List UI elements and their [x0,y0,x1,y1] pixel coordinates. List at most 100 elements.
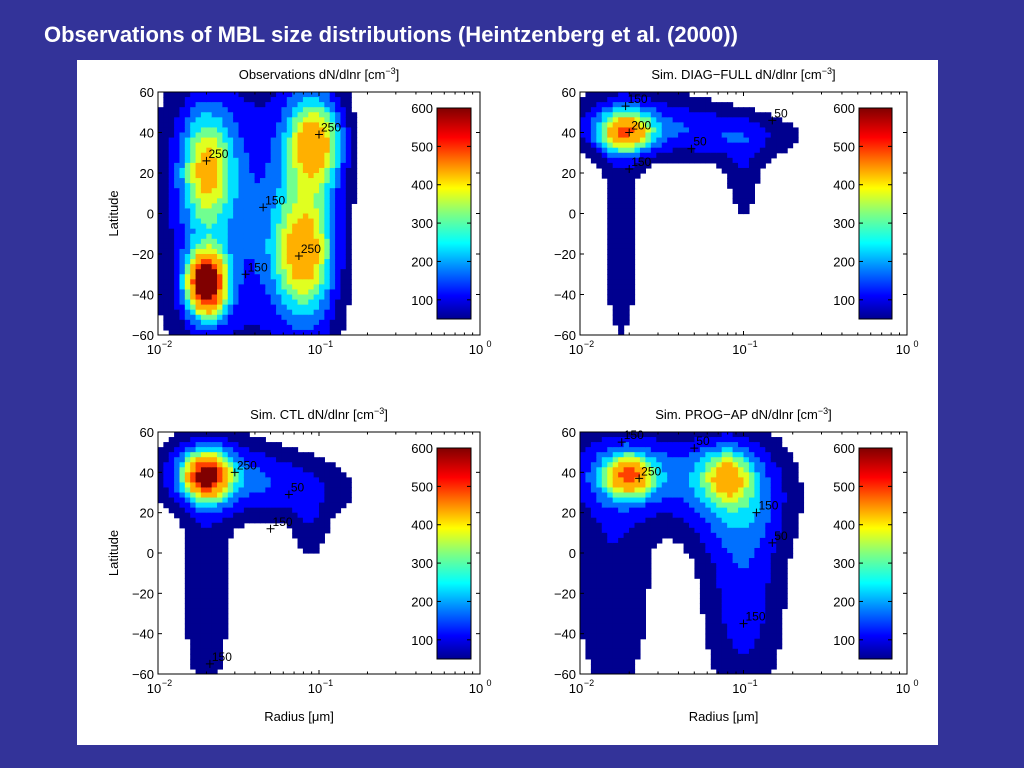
contour-cell [174,238,181,245]
contour-cell [179,299,186,306]
contour-cell [759,497,766,504]
contour-cell [667,442,674,448]
contour-cell [211,188,218,194]
contour-cell [623,623,630,630]
contour-cell [678,137,685,144]
contour-cell [265,259,272,265]
contour-cell [243,157,250,164]
contour-cell [292,522,299,529]
contour-cell [243,319,250,326]
contour-cell [324,233,331,240]
contour-cell [699,547,706,554]
contour-cell [276,482,283,489]
contour-cell [211,643,218,650]
contour-cell [302,117,309,123]
contour-cell [738,563,745,569]
contour-cell [254,437,261,443]
contour-cell [281,467,288,473]
contour-cell [265,157,272,164]
contour-cell [596,127,603,134]
contour-cell [721,558,728,564]
contour-cell [174,178,181,184]
contour-cell [345,183,352,189]
contour-cell [200,314,207,321]
contour-cell [787,142,794,149]
contour-cell [276,259,283,265]
contour-cell [759,522,766,529]
contour-cell [324,142,331,149]
contour-cell [217,492,223,499]
contour-cell [179,173,186,179]
contour-cell [623,547,630,554]
contour-cell [738,117,745,123]
contour-cell [158,178,164,184]
contour-cell [732,157,739,164]
contour-cell [732,512,739,519]
contour-cell [612,319,619,326]
contour-cell [211,294,218,301]
contour-cell [612,653,619,660]
contour-cell [195,319,202,326]
contour-cell [667,512,674,519]
contour-cell [612,537,619,544]
contour-cell [254,152,261,159]
contour-cell [754,457,761,463]
contour-cell [308,537,315,544]
contour-cell [297,502,304,509]
contour-cell [345,203,352,210]
contour-cell [770,618,777,625]
contour-cell [699,578,706,584]
contour-cell [222,188,229,194]
contour-cell [286,183,293,189]
contour-cell [243,467,250,473]
contour-cell [623,264,630,270]
contour-cell [748,457,755,463]
contour-cell [184,213,191,220]
contour-cell [200,583,207,589]
contour-cell [238,97,245,103]
contour-cell [645,558,652,564]
contour-cell [596,583,603,589]
contour-cell [200,623,207,630]
contour-cell [174,452,181,458]
contour-cell [206,532,213,539]
contour-cell [276,208,283,215]
contour-cell [313,324,320,331]
contour-cell [738,127,745,134]
contour-cell [705,492,712,499]
contour-cell [217,112,223,118]
contour-cell [721,472,728,478]
contour-cell [705,437,712,443]
contour-cell [265,167,272,174]
contour-cell [190,618,197,625]
contour-cell [302,162,309,169]
contour-cell [661,92,668,98]
contour-cell [340,157,347,164]
contour-cell [195,522,202,529]
contour-cell [184,137,191,144]
contour-cell [639,547,646,554]
contour-cell [206,462,213,468]
contour-cell [313,522,320,529]
contour-cell [590,598,597,605]
contour-cell [308,532,315,539]
contour-cell [585,467,592,473]
contour-cell [759,633,766,640]
contour-cell [776,497,783,504]
contour-cell [195,259,202,265]
contour-cell [190,638,197,645]
contour-cell [612,107,619,113]
contour-cell [596,432,603,438]
contour-cell [206,588,213,594]
contour-cell [259,188,266,194]
contour-cell [302,228,309,235]
contour-cell [754,653,761,660]
contour-cell [585,628,592,635]
contour-cell [222,578,229,584]
contour-cell [265,137,272,144]
contour-cell [190,167,197,174]
contour-cell [168,502,175,509]
contour-cell [329,137,336,144]
contour-cell [233,299,240,306]
contour-cell [319,314,325,321]
